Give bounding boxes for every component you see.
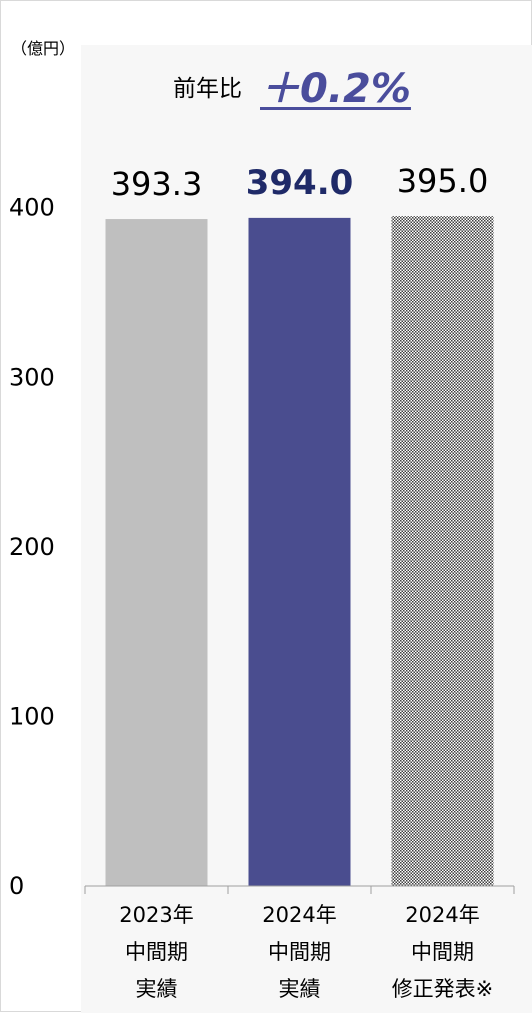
yoy-value: ＋0.2% [260,66,411,112]
x-category-label: 実績 [136,977,178,1001]
x-category-label: 中間期 [411,940,474,964]
y-tick-label: 100 [9,702,55,730]
y-tick-label: 400 [9,194,55,222]
x-category-label: 修正発表※ [392,977,494,1001]
bar [105,219,208,887]
unit-label: （億円） [11,39,76,58]
y-tick-label: 300 [9,363,55,391]
bars [105,216,494,887]
x-category-label: 実績 [279,977,321,1001]
y-tick-label: 200 [9,533,55,561]
x-category-label: 中間期 [268,940,331,964]
x-category-label: 2024年 [405,903,479,927]
bar [248,217,351,887]
bar-value-label: 393.3 [111,165,203,203]
y-tick-label: 0 [9,872,24,900]
yoy-label: 前年比 [173,76,242,102]
bar-value-label: 394.0 [246,163,354,203]
bar-value-label: 395.0 [397,162,489,200]
yoy-annotation: 前年比 ＋0.2% [173,59,411,109]
x-category-label: 中間期 [125,940,188,964]
x-category-label: 2024年 [262,903,336,927]
y-axis: 0 100 200 300 400 [9,194,55,900]
x-category-label: 2023年 [119,903,193,927]
value-labels: 393.3 394.0 395.0 [111,162,489,203]
bar [391,216,494,886]
